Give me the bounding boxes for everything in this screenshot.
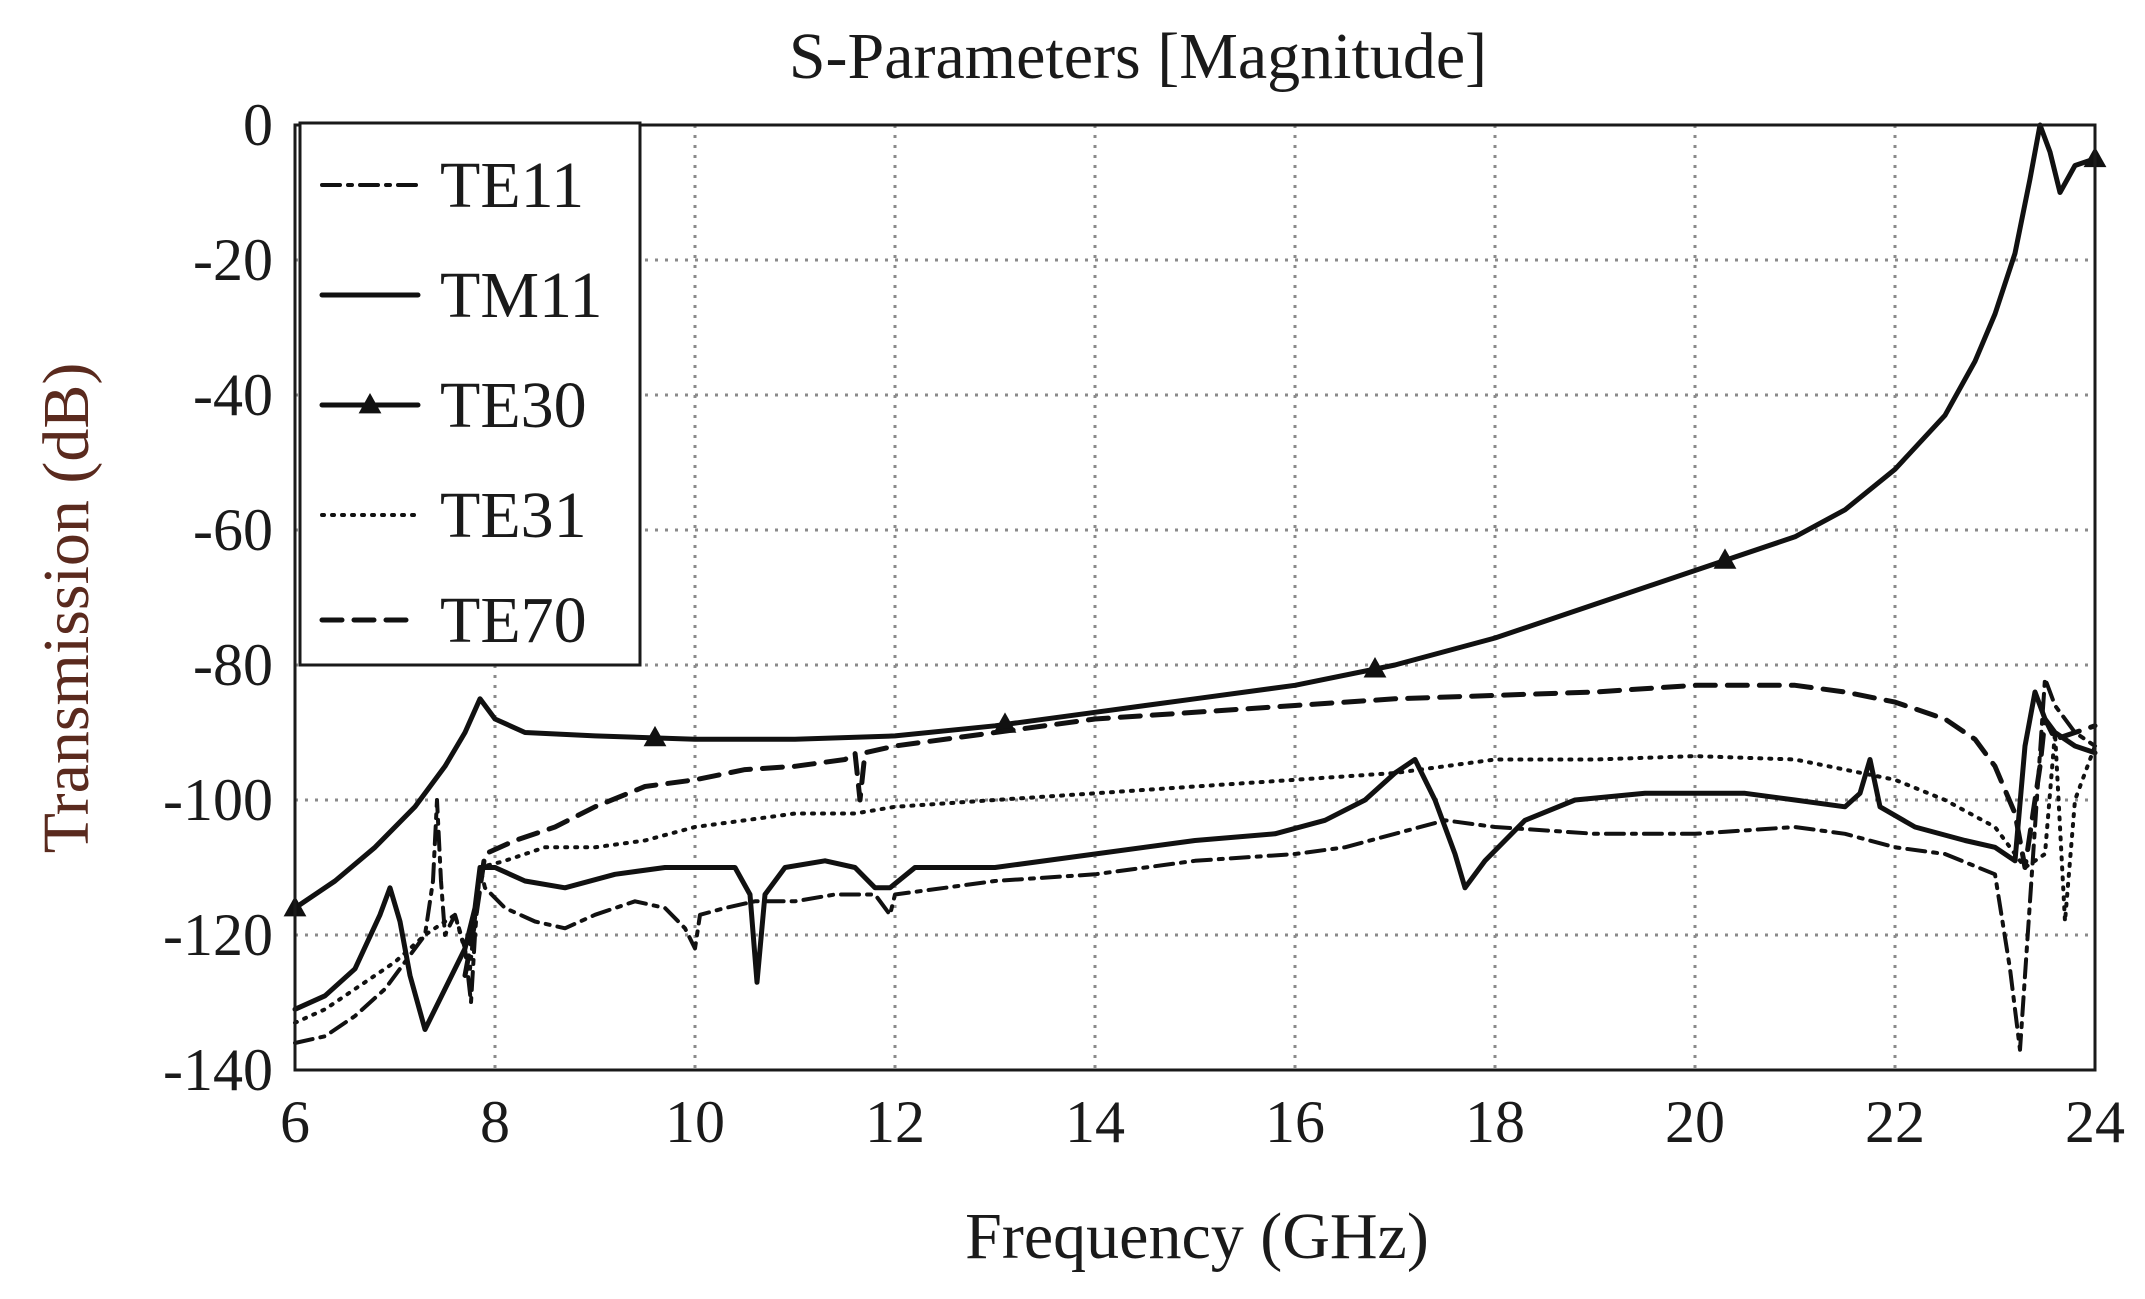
y-axis-ticks: 0 -20 -40 -60 -80 -100 -120 -140 <box>163 92 273 1103</box>
legend-label-te70: TE70 <box>440 584 587 657</box>
series-line-te31 <box>293 730 2097 1025</box>
x-tick-label: 10 <box>665 1089 725 1155</box>
series-marker-te30 <box>1363 657 1387 678</box>
x-tick-label: 6 <box>280 1089 310 1155</box>
legend-label-te11: TE11 <box>440 149 584 222</box>
y-tick-label: -120 <box>163 902 273 968</box>
x-axis-label: Frequency (GHz) <box>965 1200 1429 1273</box>
series-line-tm11 <box>292 689 2098 1032</box>
series-line-te11 <box>293 676 2097 1052</box>
legend-label-tm11: TM11 <box>440 259 603 332</box>
legend-label-te30: TE30 <box>440 369 587 442</box>
x-tick-label: 12 <box>865 1089 925 1155</box>
plot-frame <box>293 123 2097 1072</box>
y-tick-label: 0 <box>243 92 273 158</box>
series-line-te70 <box>462 682 2098 978</box>
chart-title: S-Parameters [Magnitude] <box>789 20 1487 93</box>
x-axis-ticks: 6 8 10 12 14 16 18 20 22 24 <box>280 1089 2125 1155</box>
x-tick-label: 18 <box>1465 1089 1525 1155</box>
x-tick-label: 24 <box>2065 1089 2125 1155</box>
y-tick-label: -40 <box>193 362 273 428</box>
legend: TE11 TM11 TE30 TE31 TE70 <box>298 121 642 667</box>
plot-lines <box>283 122 2107 1052</box>
legend-box <box>298 121 642 667</box>
legend-label-te31: TE31 <box>440 479 587 552</box>
legend-marker-te30 <box>358 393 382 414</box>
x-tick-label: 14 <box>1065 1089 1125 1155</box>
y-tick-label: -20 <box>193 227 273 293</box>
x-tick-label: 8 <box>480 1089 510 1155</box>
x-tick-label: 20 <box>1665 1089 1725 1155</box>
series-marker-te30 <box>643 725 667 747</box>
y-tick-label: -60 <box>193 497 273 563</box>
y-tick-label: -100 <box>163 767 273 833</box>
x-tick-label: 22 <box>1865 1089 1925 1155</box>
y-tick-label: -140 <box>163 1037 273 1103</box>
y-axis-label: Transmission (dB) <box>30 363 103 854</box>
grid <box>295 125 2095 1070</box>
series-marker-te30 <box>1713 548 1737 569</box>
series-line-te30 <box>292 122 2098 911</box>
series-marker-te30 <box>993 712 1017 733</box>
x-tick-label: 16 <box>1265 1089 1325 1155</box>
y-tick-label: -80 <box>193 632 273 698</box>
